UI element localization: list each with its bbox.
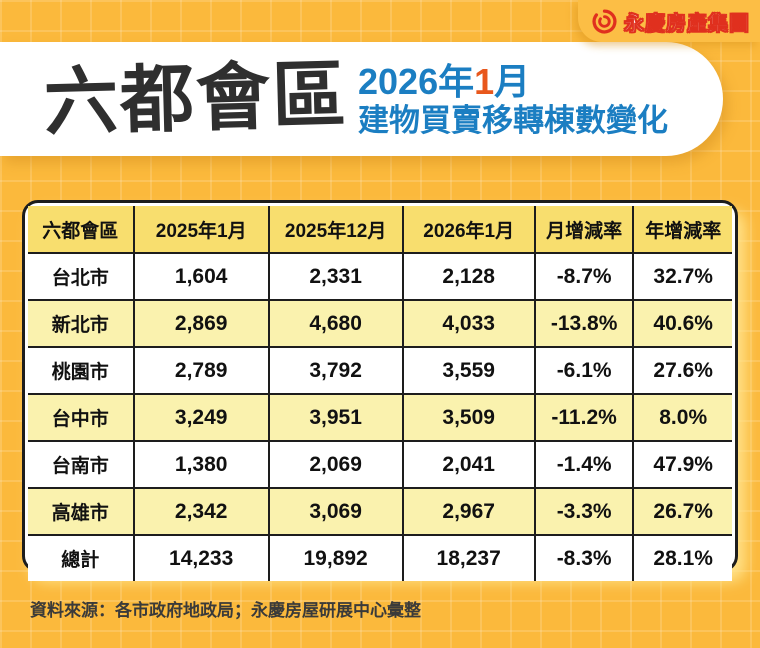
value-cell: 3,951 — [267, 393, 404, 442]
city-cell: 新北市 — [28, 299, 135, 348]
value-cell: 2,128 — [401, 252, 536, 301]
value-cell: 2,789 — [132, 346, 270, 395]
brand-logo-chip: 永慶房產集團 — [578, 0, 760, 42]
table-row: 桃園市 2,789 3,792 3,559 -6.1% 27.6% — [28, 346, 732, 395]
value-cell: -3.3% — [533, 487, 635, 536]
value-cell: 2,967 — [401, 487, 536, 536]
value-cell: 2,869 — [132, 299, 270, 348]
transactions-table: 六都會區 2025年1月 2025年12月 2026年1月 月增減率 年增減率 台北市 1,… — [28, 206, 732, 581]
value-cell: 14,233 — [132, 534, 270, 581]
value-cell: 2,331 — [267, 252, 404, 301]
column-header: 年增減率 — [632, 206, 732, 254]
city-cell: 台南市 — [28, 440, 135, 489]
city-cell: 桃園市 — [28, 346, 135, 395]
value-cell: -13.8% — [533, 299, 635, 348]
value-cell: -1.4% — [533, 440, 635, 489]
page-subtitle: 2026年1月 建物買賣移轉棟數變化 — [358, 61, 668, 138]
subtitle-month-highlight: 1 — [474, 61, 495, 103]
city-cell: 總計 — [28, 534, 135, 581]
value-cell: 26.7% — [632, 487, 732, 536]
value-cell: 1,380 — [132, 440, 270, 489]
value-cell: 32.7% — [632, 252, 732, 301]
value-cell: -11.2% — [533, 393, 635, 442]
table-header-row: 六都會區 2025年1月 2025年12月 2026年1月 月增減率 年增減率 — [28, 206, 732, 254]
value-cell: 3,792 — [267, 346, 404, 395]
value-cell: 8.0% — [632, 393, 732, 442]
table-total-row: 總計 14,233 19,892 18,237 -8.3% 28.1% — [28, 534, 732, 581]
column-header: 2025年12月 — [267, 206, 404, 254]
column-header: 2025年1月 — [132, 206, 270, 254]
brand-name: 永慶房產集團 — [624, 12, 750, 35]
table-row: 台北市 1,604 2,331 2,128 -8.7% 32.7% — [28, 252, 732, 301]
value-cell: -6.1% — [533, 346, 635, 395]
column-header: 月增減率 — [533, 206, 635, 254]
value-cell: 40.6% — [632, 299, 732, 348]
value-cell: 47.9% — [632, 440, 732, 489]
value-cell: 19,892 — [267, 534, 404, 581]
subtitle-period: 2026年1月 — [358, 61, 531, 103]
column-header: 2026年1月 — [401, 206, 536, 254]
value-cell: 28.1% — [632, 534, 732, 581]
value-cell: 2,041 — [401, 440, 536, 489]
subtitle-metric: 建物買賣移轉棟數變化 — [358, 102, 668, 138]
value-cell: 3,069 — [267, 487, 404, 536]
table-row: 台中市 3,249 3,951 3,509 -11.2% 8.0% — [28, 393, 732, 442]
column-header: 六都會區 — [28, 206, 135, 254]
page-title: 六都會區 — [42, 53, 350, 144]
value-cell: -8.3% — [533, 534, 635, 581]
value-cell: 2,069 — [267, 440, 404, 489]
city-cell: 台中市 — [28, 393, 135, 442]
value-cell: 2,342 — [132, 487, 270, 536]
table-body: 台北市 1,604 2,331 2,128 -8.7% 32.7% 新北市 2,869 4,68… — [28, 252, 732, 581]
data-table-card: 六都會區 2025年1月 2025年12月 2026年1月 月增減率 年增減率 台北市 1,… — [22, 200, 738, 581]
value-cell: 3,249 — [132, 393, 270, 442]
value-cell: 3,509 — [401, 393, 536, 442]
table-row: 新北市 2,869 4,680 4,033 -13.8% 40.6% — [28, 299, 732, 348]
value-cell: 18,237 — [401, 534, 536, 581]
yungching-logo-icon — [592, 8, 617, 34]
table-row: 台南市 1,380 2,069 2,041 -1.4% 47.9% — [28, 440, 732, 489]
value-cell: -8.7% — [533, 252, 635, 301]
header-band: 六都會區 2026年1月 建物買賣移轉棟數變化 — [0, 42, 723, 156]
value-cell: 4,680 — [267, 299, 404, 348]
table-row: 高雄市 2,342 3,069 2,967 -3.3% 26.7% — [28, 487, 732, 536]
data-source-note: 資料來源：各市政府地政局；永慶房屋研展中心彙整 — [30, 601, 421, 620]
value-cell: 1,604 — [132, 252, 270, 301]
value-cell: 27.6% — [632, 346, 732, 395]
city-cell: 台北市 — [28, 252, 135, 301]
value-cell: 4,033 — [401, 299, 536, 348]
city-cell: 高雄市 — [28, 487, 135, 536]
value-cell: 3,559 — [401, 346, 536, 395]
